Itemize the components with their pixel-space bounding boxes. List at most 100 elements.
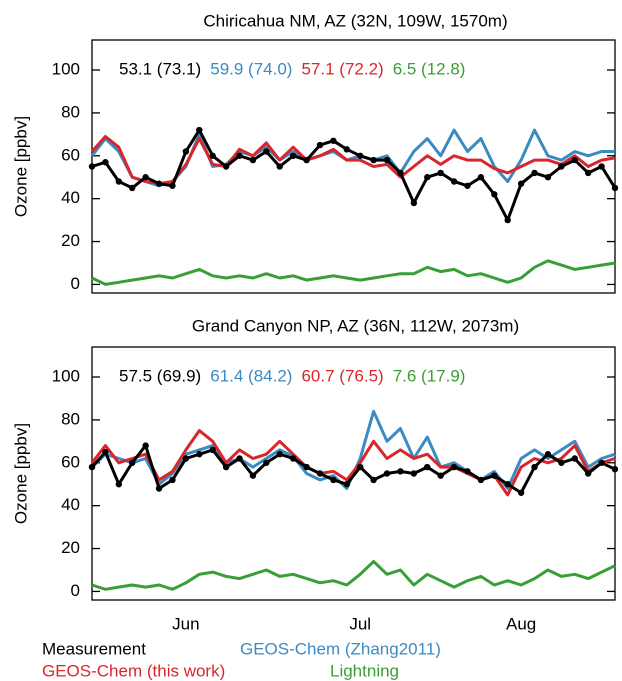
data-point: [383, 470, 391, 477]
data-point: [598, 163, 605, 170]
data-point: [424, 174, 431, 181]
data-point: [276, 451, 283, 458]
stat-label: 7.6 (17.9): [393, 367, 466, 386]
data-point: [558, 163, 565, 170]
data-point: [155, 485, 163, 492]
data-point: [544, 174, 552, 181]
data-point: [450, 463, 458, 471]
data-point: [289, 152, 297, 159]
data-point: [263, 148, 270, 155]
stat-label: 57.5 (69.9): [119, 367, 201, 386]
data-point: [169, 182, 176, 189]
data-point: [303, 463, 310, 471]
series-line: [90, 429, 616, 497]
series-line: [91, 559, 616, 591]
data-point: [571, 156, 578, 164]
y-tick-label: 40: [61, 188, 80, 207]
data-point: [584, 470, 592, 477]
legend-entry: GEOS-Chem (Zhang2011): [240, 639, 441, 658]
y-tick-label: 40: [61, 495, 80, 514]
data-point: [330, 137, 337, 144]
data-point: [370, 156, 377, 164]
data-point: [517, 180, 525, 187]
x-tick-label: Jun: [172, 614, 199, 633]
data-point: [129, 459, 136, 466]
data-point: [504, 216, 511, 224]
data-point: [196, 126, 203, 134]
data-point: [410, 470, 418, 477]
series-line: [90, 135, 616, 186]
data-point: [142, 442, 149, 449]
data-point: [330, 476, 337, 484]
data-point: [102, 159, 109, 166]
y-tick-label: 0: [71, 581, 80, 600]
stat-label: 61.4 (84.2): [210, 367, 292, 386]
data-point: [571, 455, 578, 462]
series-line: [90, 128, 615, 188]
data-point: [196, 451, 203, 458]
data-point: [316, 470, 324, 477]
data-point: [182, 148, 190, 155]
data-point: [102, 448, 109, 456]
data-point: [115, 481, 123, 488]
data-point: [504, 481, 511, 488]
data-point: [182, 455, 190, 462]
y-tick-label: 100: [52, 60, 80, 79]
data-point: [115, 178, 123, 185]
data-point: [236, 455, 243, 462]
data-point: [88, 163, 96, 170]
data-point: [88, 463, 96, 471]
data-point: [424, 463, 431, 471]
y-tick-label: 80: [61, 409, 80, 428]
stat-label: 57.1 (72.2): [301, 60, 383, 79]
data-point: [531, 463, 538, 471]
data-point: [316, 141, 324, 149]
panel-title: Grand Canyon NP, AZ (36N, 112W, 2073m): [192, 316, 519, 335]
data-point: [517, 489, 525, 496]
stat-label: 53.1 (73.1): [119, 60, 201, 79]
data-point: [477, 476, 485, 484]
x-tick-label: Aug: [506, 614, 536, 633]
series-line: [91, 128, 617, 222]
data-point: [209, 446, 216, 454]
stat-label: 6.5 (12.8): [393, 60, 466, 79]
data-point: [343, 146, 350, 153]
data-point: [303, 156, 310, 164]
y-tick-label: 100: [52, 367, 80, 386]
y-axis-label: Ozone [ppbv]: [11, 116, 30, 217]
data-point: [531, 169, 538, 177]
x-tick-label: Jul: [349, 614, 371, 633]
legend-entry: Lightning: [330, 661, 399, 680]
series-line: [91, 259, 616, 286]
data-point: [464, 182, 471, 189]
data-point: [491, 472, 498, 479]
stat-label: 59.9 (74.0): [210, 60, 292, 79]
data-point: [611, 184, 619, 192]
data-point: [584, 169, 592, 177]
data-point: [236, 152, 243, 159]
data-point: [410, 199, 418, 207]
data-point: [209, 152, 216, 159]
data-point: [370, 476, 377, 484]
data-point: [249, 156, 257, 164]
data-point: [397, 169, 404, 177]
data-point: [169, 476, 176, 484]
data-point: [450, 178, 458, 185]
y-tick-label: 20: [61, 231, 80, 250]
data-point: [249, 472, 257, 479]
data-point: [544, 451, 552, 458]
data-point: [142, 174, 149, 181]
data-point: [397, 468, 404, 475]
data-point: [263, 459, 270, 466]
stat-label: 60.7 (76.5): [301, 367, 383, 386]
data-point: [222, 163, 230, 170]
legend-entry: GEOS-Chem (this work): [42, 661, 225, 680]
data-point: [357, 463, 364, 471]
data-point: [129, 184, 136, 192]
y-tick-label: 80: [61, 102, 80, 121]
data-point: [383, 156, 391, 164]
data-point: [491, 191, 498, 198]
series-line: [90, 444, 616, 495]
y-axis-label: Ozone [ppbv]: [11, 423, 30, 524]
